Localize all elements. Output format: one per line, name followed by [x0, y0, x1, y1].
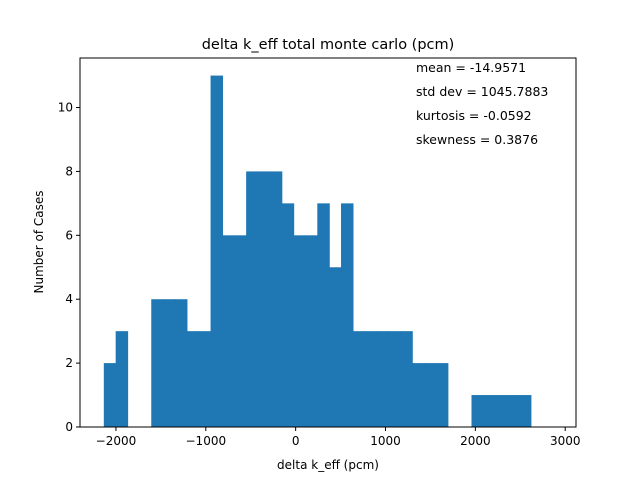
histogram-bar — [222, 235, 235, 427]
y-tick-label: 8 — [65, 164, 73, 178]
histogram-bar — [293, 235, 307, 427]
histogram-bar — [103, 363, 117, 427]
y-tick-label: 10 — [58, 101, 73, 115]
x-axis-ticks: −2000 −1000 0 1000 2000 3000 — [96, 427, 581, 448]
histogram-bar — [507, 395, 520, 427]
histogram-bar — [341, 203, 354, 427]
histogram-bar — [329, 267, 342, 427]
histogram-bar — [352, 331, 366, 427]
plot-frame — [79, 57, 577, 428]
histogram-bar — [151, 299, 164, 427]
histogram-bar — [210, 75, 224, 427]
histogram-bar — [412, 363, 425, 427]
histogram-bar — [424, 363, 437, 427]
histogram-bar — [495, 395, 508, 427]
histogram-bar — [364, 331, 378, 427]
histogram-bar — [163, 299, 176, 427]
y-tick-label: 6 — [65, 228, 73, 242]
histogram-bar — [518, 395, 532, 427]
y-axis-ticks: 0 2 4 6 8 10 — [58, 101, 80, 434]
x-tick-label: −1000 — [186, 434, 227, 448]
histogram-bar — [234, 235, 247, 427]
chart-title: delta k_eff total monte carlo (pcm) — [202, 37, 455, 53]
histogram-bar — [376, 331, 390, 427]
histogram-bar — [174, 299, 188, 427]
histogram-bar — [317, 203, 330, 427]
stat-annotation: mean = -14.9571 — [416, 60, 526, 75]
histogram-bar — [281, 203, 295, 427]
stat-annotation: kurtosis = -0.0592 — [416, 108, 532, 123]
y-tick-label: 2 — [65, 356, 73, 370]
x-tick-label: 3000 — [550, 434, 581, 448]
x-tick-label: −2000 — [96, 434, 137, 448]
stats-annotations: mean = -14.9571 std dev = 1045.7883 kurtos… — [416, 60, 548, 147]
histogram-bar — [483, 395, 496, 427]
histogram-bar — [471, 395, 484, 427]
y-tick-label: 0 — [65, 420, 73, 434]
x-tick-label: 2000 — [460, 434, 491, 448]
histogram-bar — [388, 331, 401, 427]
y-tick-label: 4 — [65, 292, 73, 306]
histogram-bar — [258, 171, 271, 427]
x-axis-label: delta k_eff (pcm) — [277, 458, 379, 472]
histogram-bar — [198, 331, 212, 427]
histogram-bar — [186, 331, 200, 427]
histogram-bar — [269, 171, 283, 427]
stat-annotation: std dev = 1045.7883 — [416, 84, 548, 99]
y-axis-label: Number of Cases — [32, 190, 46, 293]
histogram-bar — [400, 331, 413, 427]
bars-group — [103, 75, 532, 427]
histogram-bar — [246, 171, 259, 427]
histogram-bar — [435, 363, 449, 427]
x-tick-label: 0 — [292, 434, 300, 448]
stat-annotation: skewness = 0.3876 — [416, 132, 538, 147]
histogram-bar — [115, 331, 129, 427]
histogram-bar — [305, 235, 318, 427]
x-tick-label: 1000 — [370, 434, 401, 448]
